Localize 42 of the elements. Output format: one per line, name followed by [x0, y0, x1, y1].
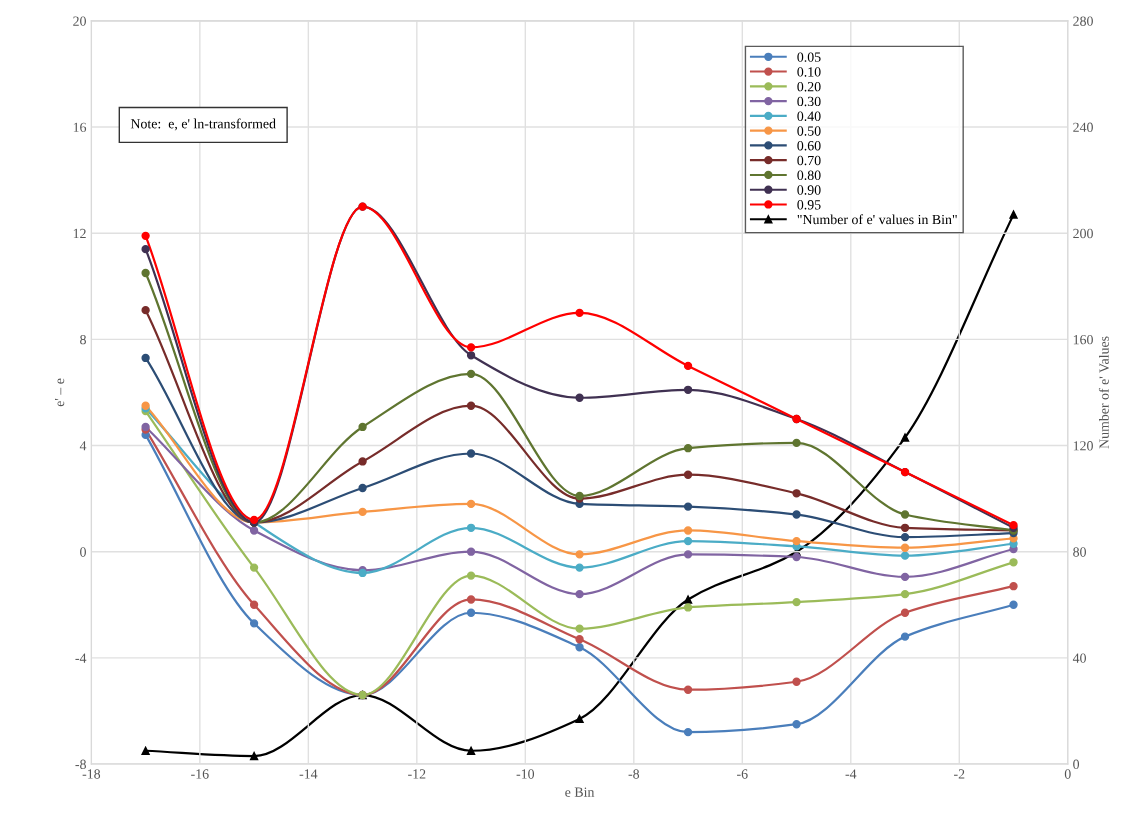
x-axis-title: e Bin	[565, 787, 595, 797]
y2-tick-label: 0	[1073, 759, 1080, 769]
legend-label: 0.90	[797, 185, 821, 195]
y2-axis-title: Number of e' Values	[1098, 336, 1109, 449]
x-tick-label: -4	[845, 769, 857, 779]
legend-label: 0.40	[797, 111, 821, 121]
x-tick-label: -10	[516, 769, 535, 779]
y2-tick-label: 160	[1073, 334, 1093, 345]
annotation: Note: e, e' ln-transformed	[130, 118, 276, 131]
x-tick-label: -16	[191, 769, 209, 779]
legend-label: 0.20	[797, 81, 821, 92]
legend-label: 0.05	[797, 52, 821, 62]
y2-tick-label: 80	[1073, 547, 1086, 557]
y-tick-label: 0	[80, 547, 86, 557]
x-tick-label: -14	[299, 769, 318, 779]
y2-tick-label: 280	[1073, 16, 1093, 26]
y-tick-label: 8	[80, 334, 86, 345]
x-tick-label: -12	[408, 769, 426, 779]
y2-tick-label: 200	[1073, 228, 1093, 239]
legend-label: 0.95	[797, 200, 821, 210]
legend-label: 0.50	[797, 126, 821, 136]
y-tick-label: 4	[79, 441, 87, 451]
y-tick-label: 12	[73, 228, 86, 239]
legend-label: 0.60	[797, 141, 821, 151]
legend-label: "Number of e' values in Bin"	[797, 214, 957, 225]
y-tick-label: -4	[75, 653, 87, 663]
legend-label: 0.70	[797, 155, 821, 166]
x-tick-label: -8	[628, 769, 640, 779]
legend-label: 0.10	[797, 67, 821, 77]
y-tick-label: -8	[75, 759, 86, 769]
y-tick-label: 16	[73, 122, 87, 132]
x-tick-label: -2	[954, 769, 965, 779]
legend-label: 0.80	[797, 170, 821, 180]
y2-tick-label: 240	[1073, 122, 1093, 132]
y-axis-title: e' – e	[55, 378, 65, 407]
x-tick-label: -18	[82, 769, 101, 779]
y2-tick-label: 120	[1073, 441, 1093, 451]
y2-tick-label: 40	[1072, 653, 1086, 663]
x-tick-label: 0	[1064, 769, 1071, 779]
x-tick-label: -6	[737, 769, 748, 779]
y-tick-label: 20	[73, 16, 86, 26]
legend-label: 0.30	[797, 96, 821, 107]
